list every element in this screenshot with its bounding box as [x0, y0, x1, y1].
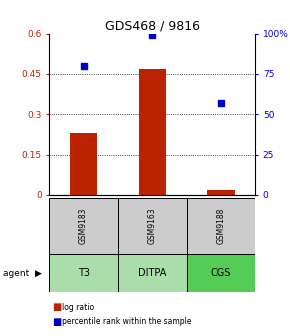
Text: agent  ▶: agent ▶ [3, 268, 42, 278]
Text: DITPA: DITPA [138, 268, 166, 278]
Text: GSM9188: GSM9188 [216, 208, 225, 244]
Bar [186, 198, 255, 254]
Text: GSM9183: GSM9183 [79, 208, 88, 244]
Bar [49, 254, 118, 292]
Text: T3: T3 [78, 268, 90, 278]
Text: log ratio: log ratio [62, 303, 95, 312]
Text: GSM9163: GSM9163 [148, 208, 157, 244]
Bar [118, 254, 186, 292]
Text: ■: ■ [52, 302, 61, 312]
Text: CGS: CGS [211, 268, 231, 278]
Bar [118, 198, 186, 254]
Bar [186, 254, 255, 292]
Text: ■: ■ [52, 317, 61, 327]
Bar [207, 190, 235, 195]
Title: GDS468 / 9816: GDS468 / 9816 [105, 19, 200, 33]
Bar [49, 198, 118, 254]
Bar [70, 133, 97, 195]
Bar [139, 69, 166, 195]
Text: percentile rank within the sample: percentile rank within the sample [62, 318, 192, 326]
